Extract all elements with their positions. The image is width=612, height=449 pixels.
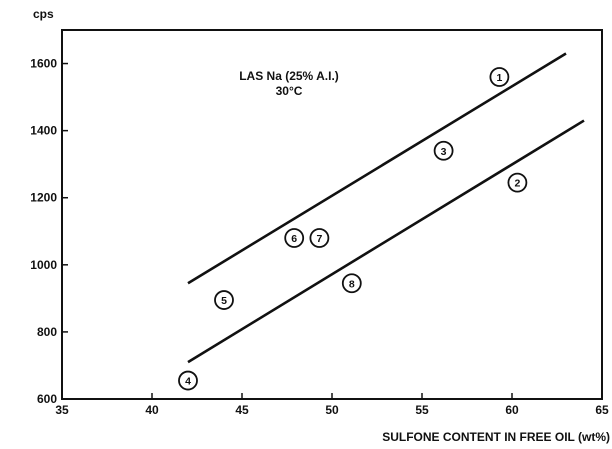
point-marker-7 <box>309 228 330 248</box>
x-tick-label-45: 45 <box>235 403 249 417</box>
x-tick-label-55: 55 <box>415 403 429 417</box>
point-marker-8 <box>341 273 362 294</box>
data-points: 1 2 3 4 5 6 7 8 <box>178 67 528 391</box>
data-point-3: 3 <box>433 140 454 161</box>
data-point-8: 8 <box>341 273 362 294</box>
x-tick-label-60: 60 <box>505 403 519 417</box>
point-label-8: 8 <box>349 278 355 290</box>
point-marker-6 <box>284 228 305 248</box>
y-tick-label-1600: 1600 <box>30 57 57 71</box>
annotation-line-1: LAS Na (25% A.I.) <box>239 69 339 83</box>
point-label-3: 3 <box>441 146 447 158</box>
point-label-6: 6 <box>291 233 297 245</box>
annotation-line-2: 30°C <box>276 84 303 98</box>
point-marker-3 <box>433 140 454 161</box>
y-axis-label: cps <box>33 7 54 21</box>
point-marker-5 <box>214 290 234 310</box>
tick-marks <box>61 62 603 400</box>
point-marker-4 <box>178 370 198 391</box>
fit-lines <box>187 52 585 364</box>
data-point-4: 4 <box>178 370 198 391</box>
point-label-1: 1 <box>496 72 502 84</box>
y-tick-label-1400: 1400 <box>30 124 57 138</box>
plot-frame <box>61 29 603 400</box>
data-point-1: 1 <box>489 67 510 87</box>
fit-line-2 <box>187 119 585 364</box>
y-tick-label-800: 800 <box>37 325 57 339</box>
y-tick-label-1000: 1000 <box>30 258 57 272</box>
data-point-5: 5 <box>214 290 234 310</box>
y-tick-label-600: 600 <box>37 392 57 406</box>
point-marker-2 <box>507 172 528 193</box>
data-point-6: 6 <box>284 228 305 248</box>
point-label-7: 7 <box>316 233 322 245</box>
fit-line-1 <box>187 52 567 285</box>
x-tick-label-50: 50 <box>325 403 339 417</box>
x-axis-label: SULFONE CONTENT IN FREE OIL (wt%) <box>382 430 610 444</box>
x-tick-label-35: 35 <box>55 403 69 417</box>
point-label-4: 4 <box>185 376 191 388</box>
y-tick-label-1200: 1200 <box>30 191 57 205</box>
x-tick-label-40: 40 <box>145 403 159 417</box>
data-point-7: 7 <box>309 228 330 248</box>
point-label-2: 2 <box>514 178 520 190</box>
point-label-5: 5 <box>221 295 227 307</box>
x-tick-label-65: 65 <box>595 403 609 417</box>
data-point-2: 2 <box>507 172 528 193</box>
point-marker-1 <box>489 67 510 87</box>
